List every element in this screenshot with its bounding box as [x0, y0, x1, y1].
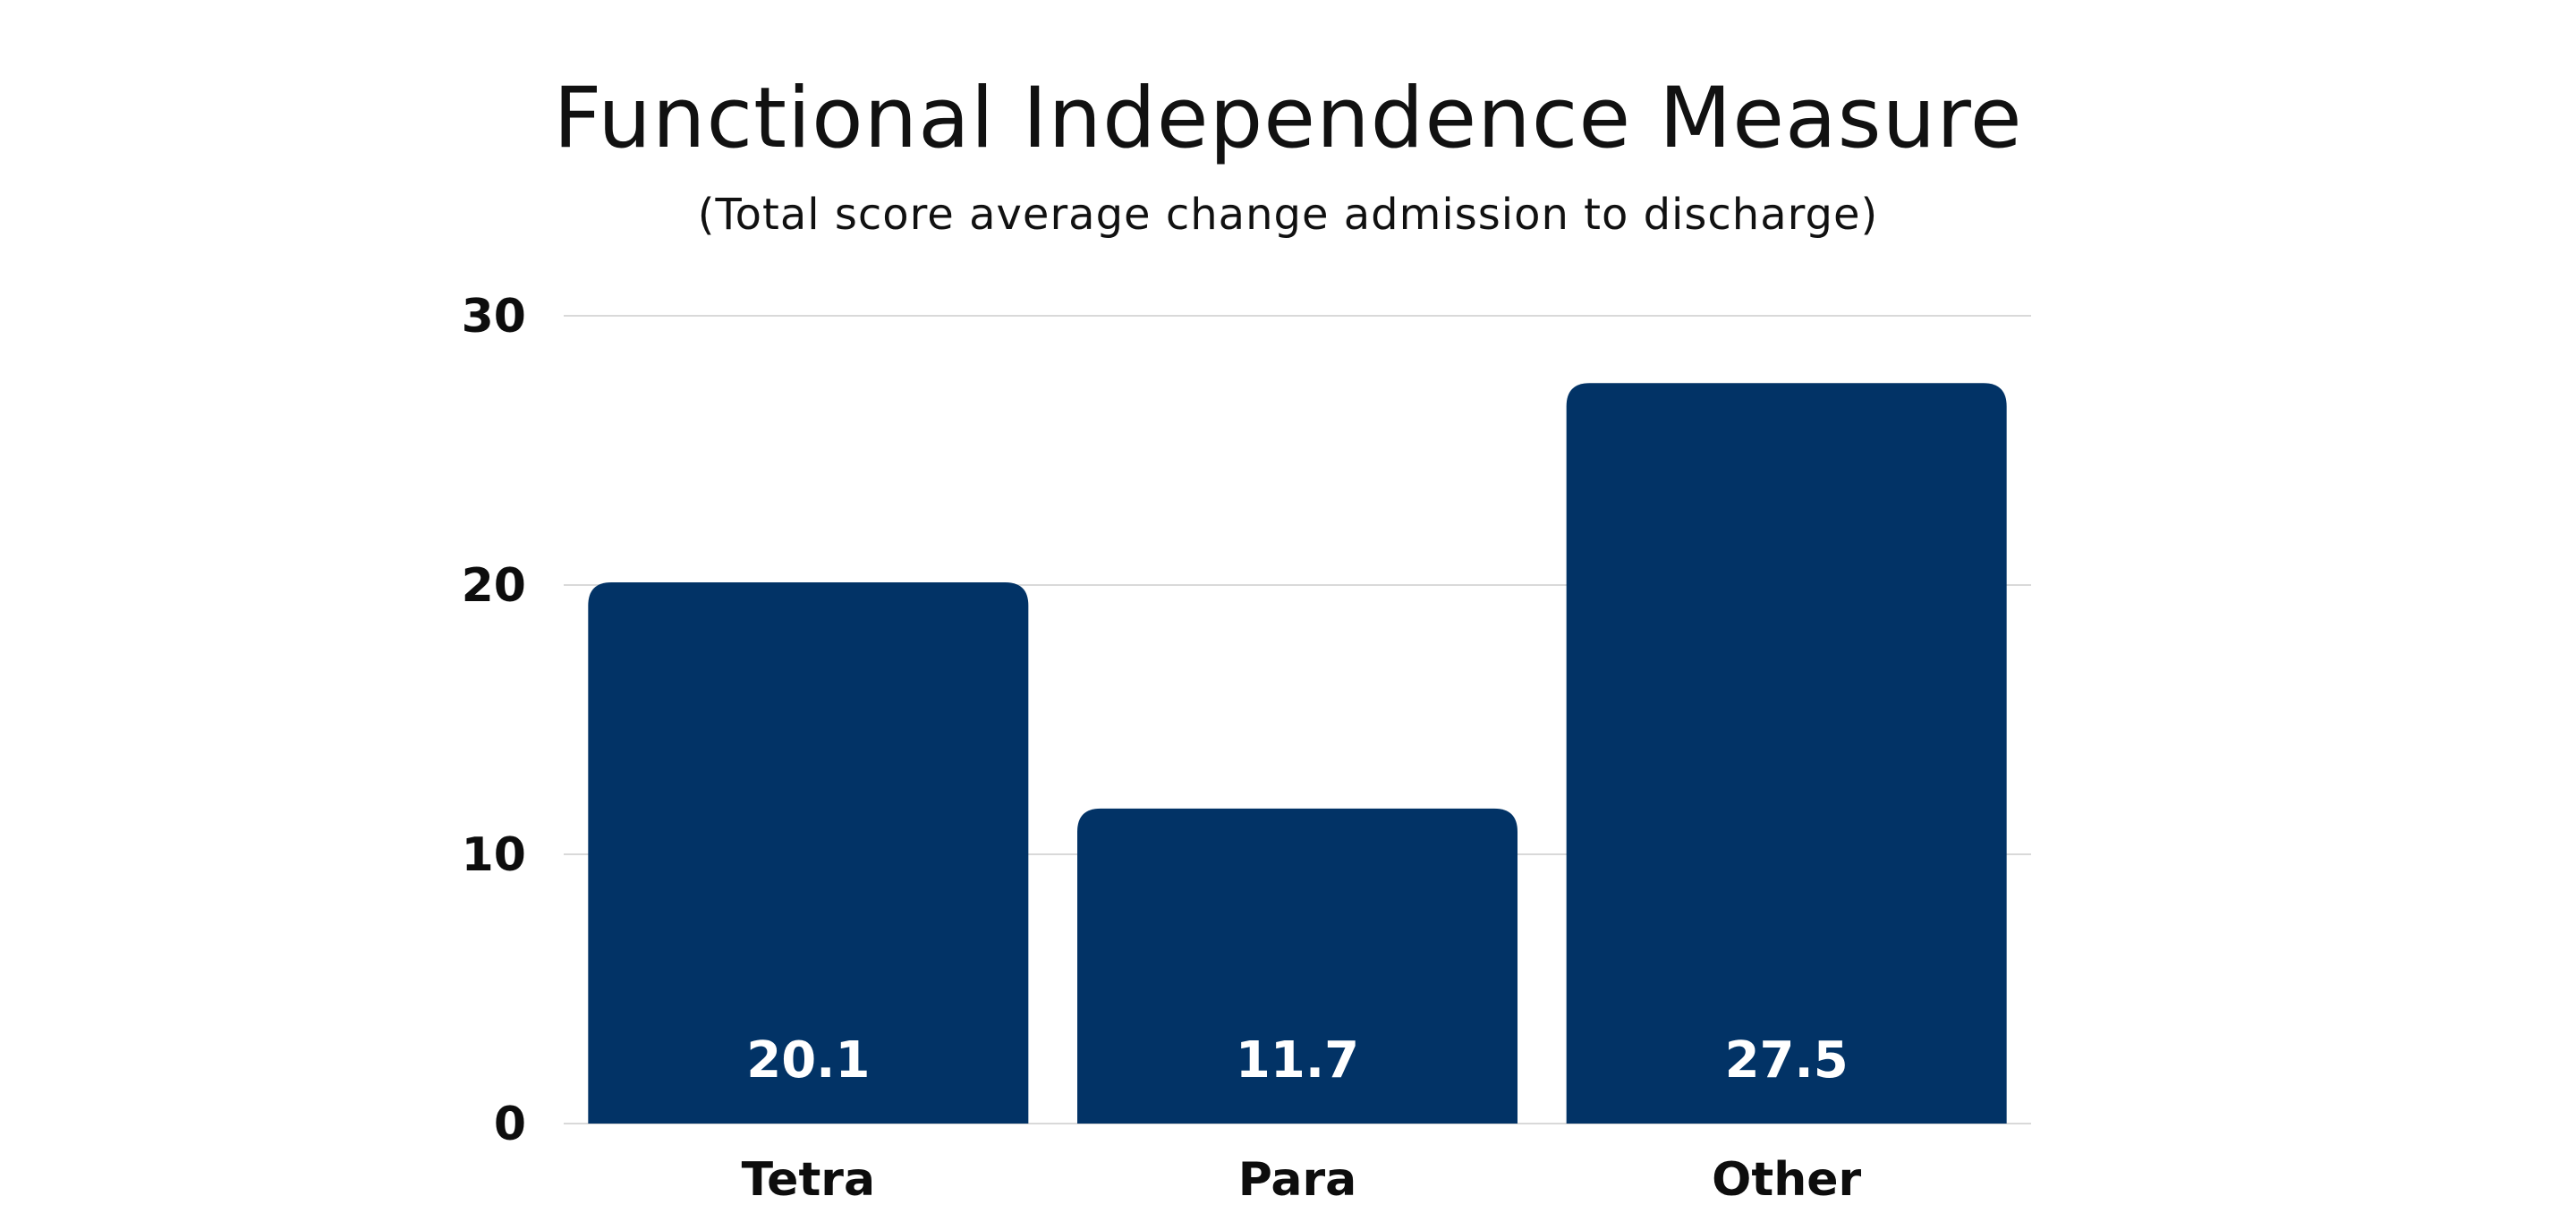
bar-tetra: [588, 581, 1029, 1124]
bar-para: [1077, 808, 1518, 1124]
bar-value-label: 20.1: [746, 1031, 870, 1090]
chart-subtitle: (Total score average change admission to…: [697, 190, 1879, 240]
x-category-label: Para: [1238, 1153, 1357, 1207]
y-tick-label: 30: [462, 290, 526, 344]
x-category-label: Other: [1712, 1153, 1861, 1207]
bar-other: [1566, 383, 2007, 1124]
y-tick-label: 20: [462, 559, 526, 613]
x-axis-categories: Tetra Para Other: [742, 1153, 1862, 1207]
y-tick-label: 10: [462, 828, 526, 882]
y-tick-label: 0: [494, 1098, 526, 1151]
bars: 20.1 11.7 27.5: [588, 383, 2007, 1124]
bar-value-label: 11.7: [1236, 1031, 1359, 1090]
chart-title: Functional Independence Measure: [553, 70, 2023, 167]
bar-value-label: 27.5: [1725, 1031, 1849, 1090]
y-axis-ticks: 0 10 20 30: [462, 290, 526, 1151]
x-category-label: Tetra: [742, 1153, 875, 1207]
